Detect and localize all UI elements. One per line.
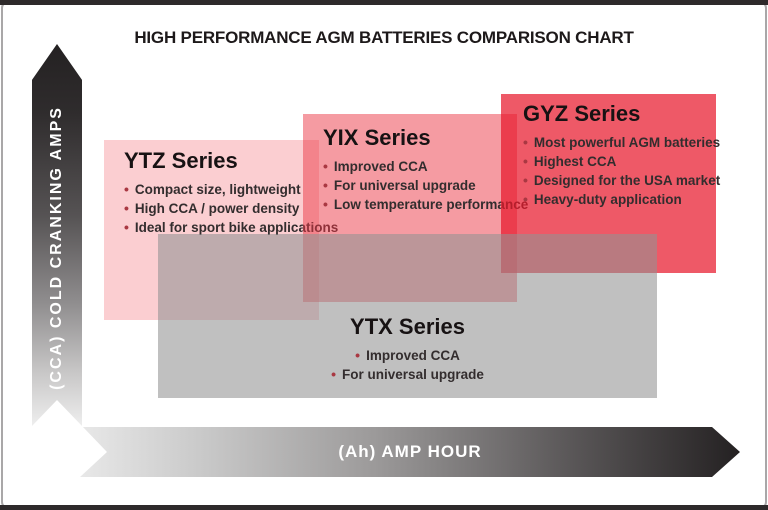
bottom-black-strip [0, 505, 768, 510]
feature-item: • Ideal for sport bike applications [124, 218, 338, 237]
bullet-dot-icon: • [124, 200, 129, 216]
feature-text: For universal upgrade [333, 178, 476, 193]
bullet-dot-icon: • [523, 172, 528, 188]
bullet-dot-icon: • [523, 134, 528, 150]
feature-text: Designed for the USA market [533, 173, 721, 188]
series-box-ytx: YTX Series • Improved CCA • For universal u… [158, 234, 657, 398]
page-title: HIGH PERFORMANCE AGM BATTERIES COMPARISO… [134, 28, 634, 47]
feature-item: • Highest CCA [523, 152, 716, 171]
series-title-yix: YIX Series [323, 125, 431, 150]
bullet-dot-icon: • [523, 191, 528, 207]
feature-text: For universal upgrade [342, 367, 484, 382]
bullet-dot-icon: • [323, 158, 328, 174]
feature-item: • Improved CCA [323, 157, 517, 176]
feature-item: • Heavy-duty application [523, 190, 716, 209]
feature-item: • Low temperature performance [323, 195, 528, 214]
feature-text: Ideal for sport bike applications [134, 220, 339, 235]
top-black-strip [0, 0, 768, 5]
y-axis-arrow [32, 44, 82, 426]
feature-list-ytx: • Improved CCA • For universal upgrade [158, 346, 657, 384]
feature-item: • Compact size, lightweight [124, 180, 319, 199]
feature-text: Improved CCA [366, 348, 460, 363]
bullet-dot-icon: • [323, 196, 328, 212]
feature-item: • For universal upgrade [158, 365, 657, 384]
feature-text: High CCA / power density [134, 201, 300, 216]
feature-text: Heavy-duty application [533, 192, 682, 207]
feature-item: • For universal upgrade [323, 176, 517, 195]
series-title-gyz: GYZ Series [523, 101, 641, 126]
bullet-dot-icon: • [355, 347, 361, 363]
y-axis-label: (CCA) COLD CRANKING AMPS [48, 106, 65, 390]
feature-item: • Most powerful AGM batteries [523, 133, 720, 152]
feature-text: Compact size, lightweight [134, 182, 301, 197]
feature-list-yix: • Improved CCA • For universal upgrade • Low … [323, 157, 528, 214]
feature-text: Improved CCA [333, 159, 428, 174]
bullet-dot-icon: • [124, 219, 129, 235]
feature-text: Most powerful AGM batteries [533, 135, 721, 150]
feature-item: • Designed for the USA market [523, 171, 720, 190]
x-axis-label: (Ah) AMP HOUR [338, 442, 482, 461]
bullet-dot-icon: • [124, 181, 129, 197]
bullet-dot-icon: • [523, 153, 528, 169]
feature-text: Low temperature performance [333, 197, 529, 212]
feature-list-ytz: • Compact size, lightweight • High CCA / po… [124, 180, 338, 237]
x-axis-arrow [80, 427, 740, 477]
bullet-dot-icon: • [331, 366, 337, 382]
series-title-ytx: YTX Series [350, 314, 465, 339]
feature-item: • High CCA / power density [124, 199, 319, 218]
bullet-dot-icon: • [323, 177, 328, 193]
feature-item: • Improved CCA [158, 346, 657, 365]
feature-list-gyz: • Most powerful AGM batteries • Highest CCA… [523, 133, 720, 209]
feature-text: Highest CCA [533, 154, 617, 169]
series-title-ytz: YTZ Series [124, 148, 238, 173]
